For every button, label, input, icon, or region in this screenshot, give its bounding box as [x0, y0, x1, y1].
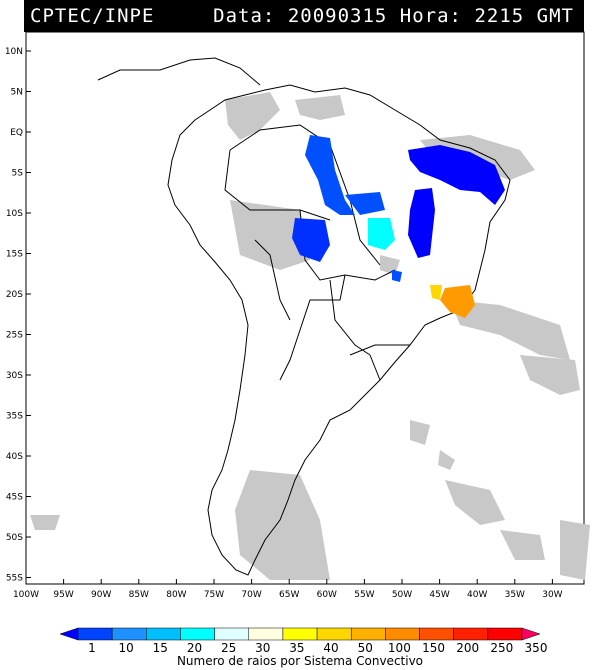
lon-tick-label: 50W: [392, 590, 412, 600]
lon-tick-label: 65W: [279, 590, 299, 600]
colorbar-segment: [487, 627, 523, 641]
lat-axis: 10N 5N EQ 5S 10S 15S 20S 25S 30S 35S 40S 45S 50S 55S: [5, 47, 31, 584]
colorbar-segment: [111, 627, 147, 641]
map-header: CPTEC/INPE Data: 20090315 Hora: 2215 GMT: [24, 0, 584, 32]
colorbar-label: 200: [456, 641, 479, 655]
colorbar-arrow-right: [521, 627, 541, 641]
colorbar-segment: [214, 627, 250, 641]
cluster-mid-blue-1: [305, 135, 355, 215]
colorbar-label: 30: [255, 641, 270, 655]
lon-tick-label: 55W: [354, 590, 374, 600]
lon-tick-label: 35W: [505, 590, 525, 600]
colorbar-segment: [180, 627, 215, 641]
date-label: Data:: [213, 5, 276, 27]
datetime-label: Data: 20090315 Hora: 2215 GMT: [213, 5, 574, 27]
colorbar: 1 10 15 20 25 30 35 40 50 100 150 200 250 350: [59, 627, 548, 655]
hour-label: Hora:: [399, 5, 462, 27]
cluster-orange: [440, 285, 475, 318]
colorbar-label: 50: [358, 641, 373, 655]
lat-tick-label: 5N: [11, 88, 23, 98]
cluster-mid-blue-2: [345, 192, 385, 215]
colorbar-segment: [316, 627, 352, 641]
colorbar-segment: [453, 627, 489, 641]
colorbar-arrow-left: [59, 627, 79, 641]
colorbar-label: 100: [388, 641, 411, 655]
cloud-cover: [30, 92, 590, 580]
lon-tick-label: 30W: [542, 590, 562, 600]
cluster-blue-west: [292, 218, 330, 262]
lat-tick-label: 10S: [6, 209, 23, 219]
lat-tick-label: 15S: [6, 250, 23, 260]
lat-tick-label: 45S: [6, 493, 23, 503]
lat-tick-label: 25S: [6, 331, 23, 341]
lat-tick-label: 55S: [6, 574, 23, 584]
lon-tick-label: 40W: [467, 590, 487, 600]
lon-tick-label: 90W: [91, 590, 111, 600]
colorbar-segment: [77, 627, 113, 641]
cluster-cyan: [368, 218, 395, 250]
lat-tick-label: 30S: [6, 371, 23, 381]
lon-tick-label: 100W: [13, 590, 39, 600]
lat-tick-label: 50S: [6, 533, 23, 543]
tz-label: GMT: [536, 5, 574, 27]
colorbar-label: 10: [119, 641, 134, 655]
colorbar-label: 20: [187, 641, 202, 655]
org-label: CPTEC/INPE: [30, 5, 155, 27]
lon-tick-label: 85W: [129, 590, 149, 600]
colorbar-label: 25: [221, 641, 236, 655]
cluster-yellow: [430, 285, 442, 300]
colorbar-segment: [248, 627, 284, 641]
colorbar-label: 35: [289, 641, 304, 655]
colorbar-segment: [419, 627, 454, 641]
cluster-blue-north: [408, 145, 505, 205]
lon-tick-label: 75W: [204, 590, 224, 600]
date-value: 20090315: [287, 5, 388, 27]
lon-tick-label: 45W: [429, 590, 449, 600]
cluster-small-blue: [392, 270, 402, 282]
lat-tick-label: 35S: [6, 412, 23, 422]
colorbar-segment: [385, 627, 420, 641]
lon-tick-label: 60W: [317, 590, 337, 600]
lon-tick-label: 80W: [166, 590, 186, 600]
colorbar-label: 250: [490, 641, 513, 655]
lat-tick-label: EQ: [10, 128, 23, 138]
lon-tick-label: 70W: [241, 590, 261, 600]
lat-tick-label: 40S: [6, 452, 23, 462]
colorbar-label: 1: [88, 641, 96, 655]
lat-tick-label: 10N: [5, 47, 23, 57]
colorbar-segment: [350, 627, 386, 641]
lon-axis: 100W 95W 90W 85W 80W 75W 70W 65W 60W 55W 50W 45W 40W…: [13, 579, 563, 600]
cluster-blue-east: [408, 188, 435, 258]
colorbar-title: Numero de raios por Sistema Convectivo: [176, 654, 424, 668]
colorbar-label: 350: [525, 641, 548, 655]
hour-value: 2215: [474, 5, 525, 27]
colorbar-label: 15: [153, 641, 168, 655]
lat-tick-label: 20S: [6, 290, 23, 300]
lightning-clusters: [292, 135, 505, 318]
colorbar-segment: [146, 627, 181, 641]
colorbar-segment: [282, 627, 318, 641]
lat-tick-label: 5S: [12, 169, 24, 179]
colorbar-label: 40: [323, 641, 338, 655]
colorbar-label: 150: [422, 641, 445, 655]
lon-tick-label: 95W: [53, 590, 73, 600]
